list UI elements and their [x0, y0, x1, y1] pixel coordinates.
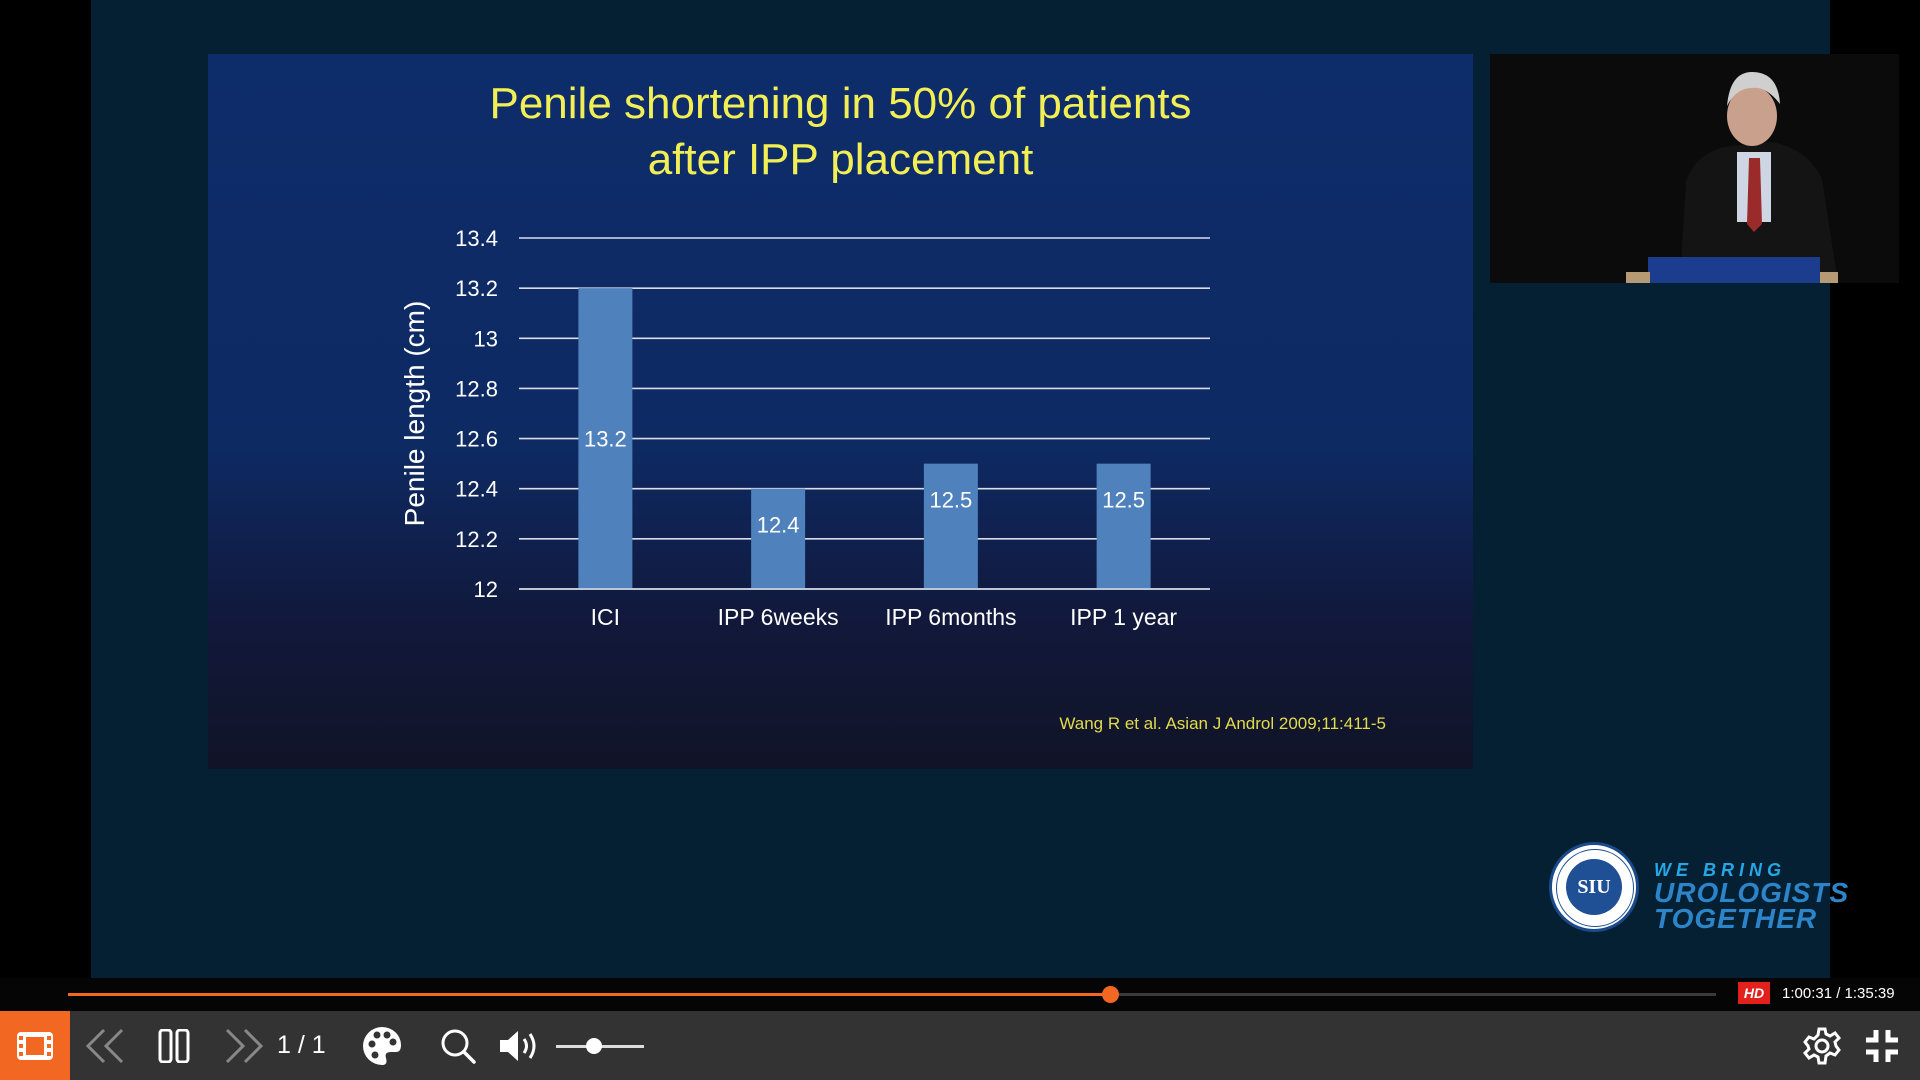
citation: Wang R et al. Asian J Androl 2009;11:411…: [1059, 714, 1386, 733]
palette-icon: [363, 1026, 401, 1065]
siu-logo: SIU WE BRING UROLOGISTS TOGETHER: [1549, 842, 1849, 936]
volume-icon: [500, 1030, 536, 1061]
slide-title-line-1: Penile shortening in 50% of patients: [489, 79, 1192, 128]
x-tick-label: IPP 1 year: [1070, 604, 1177, 630]
previous-button[interactable]: [80, 1011, 132, 1080]
presentation-slide: Penile shortening in 50% of patients aft…: [208, 54, 1473, 769]
y-axis-label: Penile length (cm): [399, 301, 430, 527]
siu-seal: SIU: [1549, 842, 1639, 932]
exit-fullscreen-icon: [1866, 1029, 1898, 1062]
theme-button[interactable]: [356, 1011, 408, 1080]
x-tick-label: ICI: [591, 604, 620, 630]
tagline-line-2: UROLOGISTS: [1654, 877, 1850, 908]
progress-handle[interactable]: [1101, 986, 1119, 1003]
bar: [1096, 463, 1151, 589]
bar: [578, 288, 633, 589]
speaker-video: [1490, 54, 1899, 283]
speaker-image: [1490, 54, 1899, 283]
slide-title-line-2: after IPP placement: [647, 135, 1034, 184]
bar-chart: 12 12.2 12.4 12.6 12.8 13 13.2 13.4 Penile lengt…: [399, 226, 1210, 630]
double-chevron-left-icon: [85, 1028, 124, 1063]
y-tick-label: 12.6: [455, 427, 498, 452]
data-label: 13.2: [584, 427, 627, 452]
page-indicator: 1 / 1: [277, 1031, 326, 1059]
double-chevron-right-icon: [225, 1028, 264, 1063]
slide-title: Penile shortening in 50% of patients aft…: [208, 76, 1473, 188]
film-strip-icon: [17, 1031, 53, 1060]
data-label: 12.5: [1102, 488, 1145, 513]
pause-icon: [158, 1028, 190, 1063]
progress-area: HD 1:00:31 / 1:35:39: [0, 978, 1920, 1011]
slides-button[interactable]: [0, 1011, 70, 1080]
x-tick-label: IPP 6weeks: [718, 604, 839, 630]
search-button[interactable]: [432, 1011, 484, 1080]
tagline-line-3: TOGETHER: [1654, 903, 1818, 934]
y-tick-label: 13.2: [455, 276, 498, 301]
bar: [923, 463, 978, 589]
volume-handle[interactable]: [585, 1038, 602, 1054]
y-tick-label: 12.4: [455, 477, 498, 502]
data-label: 12.4: [757, 513, 800, 538]
y-tick-label: 13.4: [455, 226, 498, 251]
next-button[interactable]: [217, 1011, 269, 1080]
time-display: 1:00:31 / 1:35:39: [1782, 985, 1895, 1002]
gear-icon: [1802, 1027, 1842, 1064]
search-icon: [441, 1029, 476, 1064]
settings-button[interactable]: [1796, 1011, 1848, 1080]
progress-fill: [68, 993, 1110, 996]
x-tick-label: IPP 6months: [885, 604, 1016, 630]
y-tick-label: 12.2: [455, 527, 498, 552]
data-label: 12.5: [929, 488, 972, 513]
tagline-line-1: WE BRING: [1654, 860, 1786, 880]
y-tick-label: 13: [474, 326, 498, 351]
y-tick-label: 12: [474, 577, 498, 602]
video-stage: Penile shortening in 50% of patients aft…: [91, 0, 1899, 978]
hd-badge[interactable]: HD: [1738, 982, 1770, 1004]
logo-tagline: WE BRING UROLOGISTS TOGETHER: [1654, 860, 1850, 934]
bar: [751, 488, 806, 589]
volume-button[interactable]: [494, 1011, 546, 1080]
siu-seal-text: SIU: [1566, 859, 1622, 915]
progress-bar[interactable]: [68, 986, 1716, 1003]
pause-button[interactable]: [150, 1011, 198, 1080]
player-controls: 1 / 1: [0, 1011, 1920, 1080]
exit-fullscreen-button[interactable]: [1856, 1011, 1908, 1080]
y-tick-label: 12.8: [455, 376, 498, 401]
